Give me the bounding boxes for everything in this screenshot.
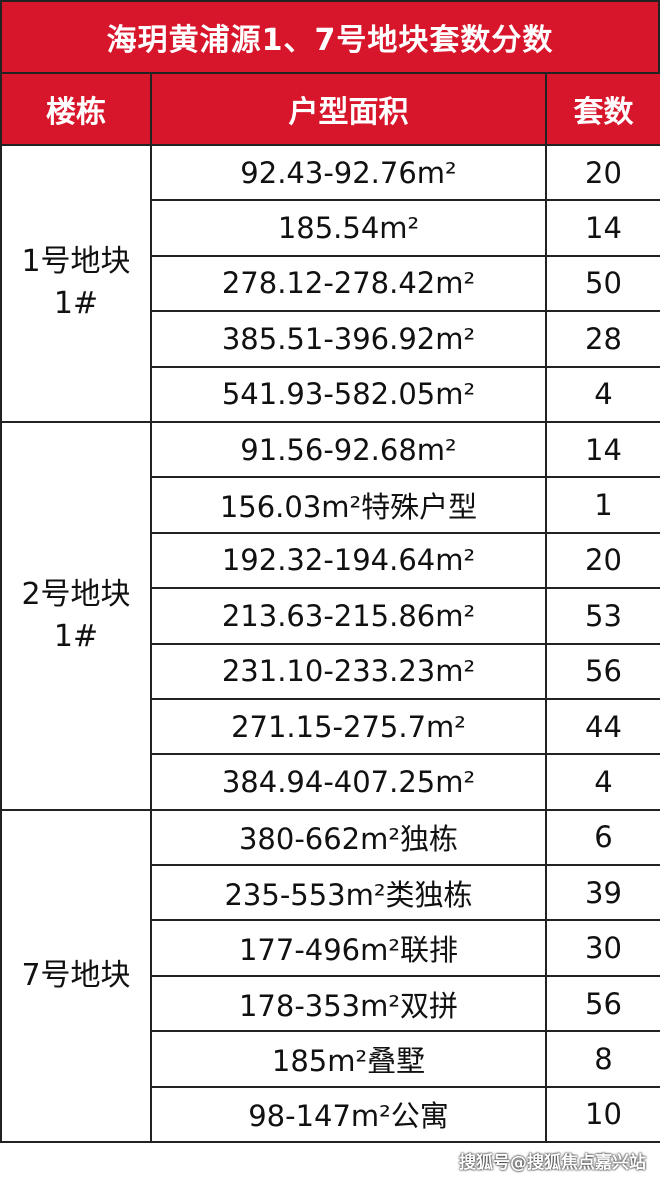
table-row: 384.94-407.25m² 4 — [1, 753, 660, 811]
table-row: 541.93-582.05m² 4 — [1, 365, 660, 423]
table-row: 385.51-396.92m² 28 — [1, 310, 660, 368]
area-cell: 156.03m²特殊户型 — [150, 476, 547, 534]
building-label: 1号地块 — [21, 244, 131, 280]
table-row: 7号地块 380-662m²独栋 6 — [0, 808, 660, 1144]
table-row: 178-353m²双拼 56 — [1, 974, 660, 1033]
count-cell: 14 — [545, 199, 660, 257]
table-row: 231.10-233.23m² 56 — [1, 642, 660, 700]
count-cell: 4 — [545, 753, 660, 811]
area-cell: 278.12-278.42m² — [150, 254, 547, 313]
area-cell: 385.51-396.92m² — [150, 310, 547, 368]
building-cell: 2号地块 1# — [0, 420, 152, 811]
area-cell: 192.32-194.64m² — [150, 531, 547, 590]
unit-count-table: 楼栋 户型面积 套数 1号地块 1# 92.43-92.76m² 20 185.54m²… — [0, 72, 660, 1144]
count-cell: 10 — [545, 1085, 660, 1144]
count-cell: 56 — [545, 642, 660, 700]
area-cell: 185.54m² — [150, 199, 547, 257]
table-row: 185.54m² 14 — [1, 199, 660, 257]
area-cell: 271.15-275.7m² — [150, 697, 547, 756]
count-cell: 30 — [545, 919, 660, 977]
area-cell: 185m²叠墅 — [150, 1030, 547, 1088]
building-label: 7号地块 — [21, 957, 131, 993]
header-row: 楼栋 户型面积 套数 — [0, 72, 660, 146]
building-cell: 1号地块 1# — [0, 144, 152, 423]
building-label: 1# — [53, 286, 99, 322]
count-cell: 56 — [545, 974, 660, 1033]
count-cell: 8 — [545, 1030, 660, 1088]
area-cell: 92.43-92.76m² — [150, 143, 547, 202]
count-cell: 4 — [545, 365, 660, 423]
count-cell: 53 — [545, 587, 660, 645]
header-area: 户型面积 — [150, 72, 547, 146]
table-row: 98-147m²公寓 10 — [1, 1085, 660, 1144]
count-cell: 1 — [545, 476, 660, 534]
count-cell: 44 — [545, 697, 660, 756]
count-cell: 39 — [545, 864, 660, 922]
table-row: 1号地块 1# 92.43-92.76m² 20 — [0, 143, 660, 423]
building-label: 1# — [53, 618, 99, 654]
area-cell: 231.10-233.23m² — [150, 642, 547, 700]
area-cell: 541.93-582.05m² — [150, 365, 547, 423]
area-cell: 98-147m²公寓 — [150, 1085, 547, 1144]
building-cell: 7号地块 — [0, 808, 152, 1144]
area-cell: 177-496m²联排 — [150, 919, 547, 977]
count-cell: 14 — [545, 420, 660, 479]
header-count: 套数 — [545, 72, 660, 146]
area-cell: 235-553m²类独栋 — [150, 864, 547, 922]
area-cell: 384.94-407.25m² — [150, 753, 547, 811]
table-row: 185m²叠墅 8 — [1, 1030, 660, 1088]
count-cell: 20 — [545, 143, 660, 202]
header-building: 楼栋 — [0, 72, 152, 146]
watermark: 搜狐号@搜狐焦点嘉兴站 — [459, 1153, 646, 1173]
count-cell: 50 — [545, 254, 660, 313]
count-cell: 6 — [545, 808, 660, 867]
table-row: 156.03m²特殊户型 1 — [1, 476, 660, 534]
table-row: 177-496m²联排 30 — [1, 919, 660, 977]
area-cell: 178-353m²双拼 — [150, 974, 547, 1033]
table-row: 213.63-215.86m² 53 — [1, 587, 660, 645]
count-cell: 20 — [545, 531, 660, 590]
table-row: 192.32-194.64m² 20 — [1, 531, 660, 590]
area-cell: 91.56-92.68m² — [150, 420, 547, 479]
area-cell: 213.63-215.86m² — [150, 587, 547, 645]
table-row: 2号地块 1# 91.56-92.68m² 14 — [0, 420, 660, 811]
table-row: 271.15-275.7m² 44 — [1, 697, 660, 756]
table-row: 278.12-278.42m² 50 — [1, 254, 660, 313]
building-label: 2号地块 — [21, 576, 131, 612]
count-cell: 28 — [545, 310, 660, 368]
table-title: 海玥黄浦源1、7号地块套数分数 — [0, 0, 660, 72]
area-cell: 380-662m²独栋 — [150, 808, 547, 867]
table-row: 235-553m²类独栋 39 — [1, 864, 660, 922]
